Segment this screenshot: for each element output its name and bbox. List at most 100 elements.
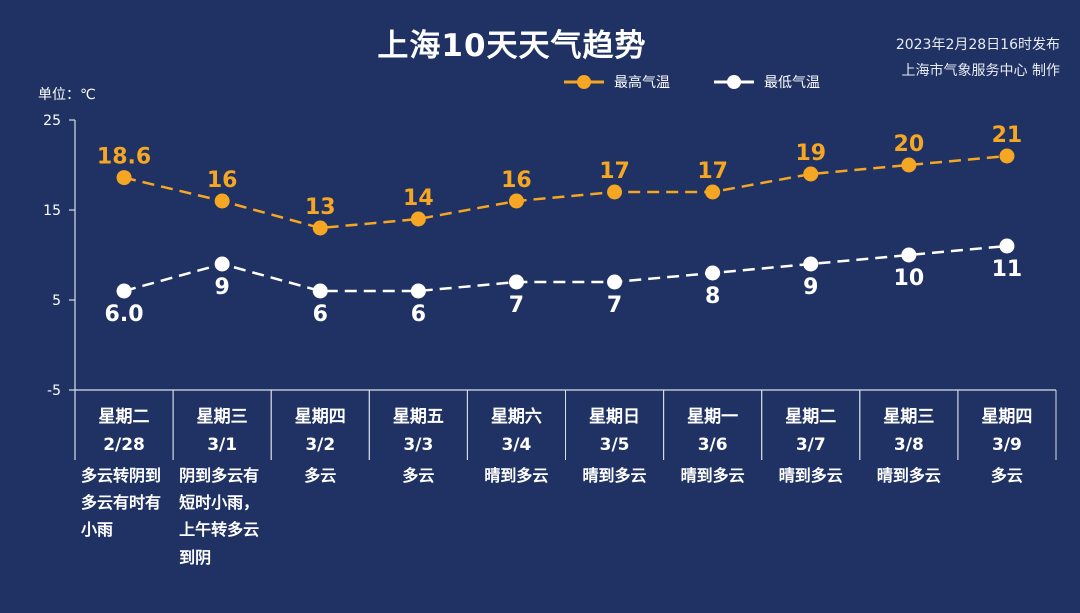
series-high-point	[705, 184, 721, 200]
series-low-point	[803, 256, 819, 272]
series-low-data-label: 9	[214, 275, 229, 300]
series-high-point	[312, 220, 328, 236]
series-low-data-label: 6	[411, 302, 426, 327]
series-low-point	[508, 274, 524, 290]
weather-description-line: 多云	[990, 466, 1023, 485]
weather-description-line: 小雨	[81, 520, 114, 540]
legend-high: 最高气温	[562, 72, 670, 92]
series-high-data-label: 18.6	[97, 145, 151, 170]
x-tick-date: 3/6	[698, 435, 728, 455]
series-high-data-label: 13	[305, 195, 336, 220]
legend-high-marker-icon	[564, 75, 604, 89]
weather-description-line: 多云	[304, 466, 337, 485]
series-low-data-label: 6	[313, 302, 328, 327]
y-tick-label: 5	[52, 293, 61, 309]
weather-description: 多云转阴到多云有时有小雨	[75, 462, 173, 544]
series-high-line	[123, 154, 1008, 230]
series-low-point	[705, 265, 721, 281]
series-low-point	[214, 256, 230, 272]
x-tick-weekday: 星期六	[491, 406, 542, 427]
y-tick-label: -5	[47, 383, 61, 399]
weather-description: 晴到多云	[665, 462, 761, 489]
series-high-data-label: 20	[894, 132, 925, 157]
weather-description-line: 多云转阴到	[81, 466, 162, 485]
series-low-data-label: 7	[607, 293, 622, 318]
weather-description: 多云	[272, 462, 368, 489]
series-high-data-label: 17	[599, 159, 630, 184]
weather-description-line: 阴到多云有	[179, 466, 260, 485]
x-tick-date: 3/9	[992, 435, 1022, 455]
weather-description: 阴到多云有短时小雨， 上午转多云到阴	[173, 462, 271, 571]
series-high-point	[999, 148, 1015, 164]
series-low-data-label: 11	[992, 257, 1023, 282]
publish-time: 2023年2月28日16时发布	[895, 37, 1060, 53]
x-tick-weekday: 星期日	[589, 407, 640, 427]
unit-label: 单位：℃	[38, 87, 96, 103]
weather-description: 晴到多云	[567, 462, 663, 489]
y-tick-label: 15	[43, 203, 61, 219]
series-high-point	[901, 157, 917, 173]
series-high-data-label: 21	[992, 123, 1023, 148]
x-tick-date: 3/3	[403, 435, 433, 455]
series-high-data-label: 17	[697, 159, 728, 184]
x-tick-weekday: 星期二	[99, 407, 150, 427]
legend-low-label: 最低气温	[764, 75, 820, 91]
x-tick-date: 3/2	[305, 435, 335, 455]
weather-description: 多云	[370, 462, 466, 489]
weather-description-line: 上午转多云	[179, 520, 260, 540]
series-low-point	[607, 274, 623, 290]
series-high-point	[116, 170, 132, 186]
series-high-data-label: 14	[403, 186, 434, 211]
series-high-data-label: 19	[795, 141, 826, 166]
series-high-data-label: 16	[501, 168, 532, 193]
weather-description-line: 晴到多云	[484, 466, 549, 485]
x-tick-date: 3/7	[796, 435, 826, 455]
series-high-point	[214, 193, 230, 209]
x-tick-weekday: 星期三	[197, 407, 248, 427]
series-low-data-label: 9	[803, 275, 818, 300]
legend-high-label: 最高气温	[614, 75, 670, 91]
x-tick-date: 3/8	[894, 435, 924, 455]
series-high-point	[410, 211, 426, 227]
series-high-point	[803, 166, 819, 182]
chart-title: 上海10天天气趋势	[377, 28, 647, 64]
weather-description-line: 短时小雨，	[179, 493, 260, 513]
series-high-point	[508, 193, 524, 209]
series-low-data-label: 6.0	[105, 302, 144, 327]
x-tick-weekday: 星期四	[981, 407, 1032, 427]
series-low-line	[123, 244, 1008, 293]
series-low-point	[312, 283, 328, 299]
series-low-point	[901, 247, 917, 263]
weather-description-line: 多云有时有	[81, 493, 162, 513]
legend-low-marker-icon	[714, 75, 754, 89]
weather-description: 晴到多云	[861, 462, 957, 489]
weather-description: 晴到多云	[763, 462, 859, 489]
x-tick-weekday: 星期一	[687, 407, 738, 427]
series-high-point	[607, 184, 623, 200]
series-low-data-label: 10	[894, 266, 925, 291]
weather-description: 晴到多云	[468, 462, 564, 489]
x-tick-weekday: 星期三	[883, 407, 934, 427]
series-low-point	[410, 283, 426, 299]
x-tick-weekday: 星期四	[295, 407, 346, 427]
weather-description-line: 多云	[402, 466, 435, 485]
x-tick-weekday: 星期二	[785, 407, 836, 427]
weather-description-line: 到阴	[179, 547, 212, 567]
x-tick-date: 3/1	[207, 435, 237, 455]
series-low-point	[999, 238, 1015, 254]
legend-low: 最低气温	[712, 72, 820, 92]
weather-description-line: 晴到多云	[876, 466, 941, 485]
x-tick-weekday: 星期五	[393, 407, 444, 427]
y-tick-label: 25	[43, 113, 61, 129]
weather-description-line: 晴到多云	[680, 466, 745, 485]
series-high-data-label: 16	[207, 168, 238, 193]
x-tick-date: 2/28	[103, 435, 145, 455]
series-low-data-label: 7	[509, 293, 524, 318]
weather-description: 多云	[959, 462, 1055, 489]
publisher: 上海市气象服务中心 制作	[901, 63, 1060, 79]
x-tick-date: 3/4	[502, 435, 532, 455]
series-low-point	[116, 283, 132, 299]
weather-description-line: 晴到多云	[778, 466, 843, 485]
weather-description-line: 晴到多云	[582, 466, 647, 485]
